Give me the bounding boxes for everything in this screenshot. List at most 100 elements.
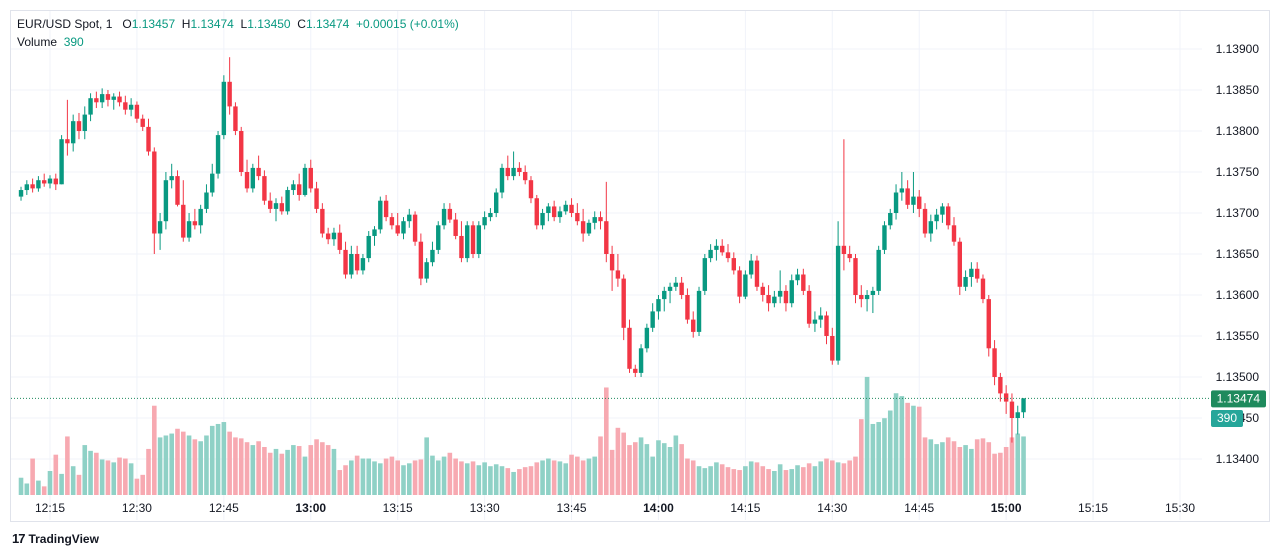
candle-body xyxy=(806,290,812,324)
candle-body xyxy=(882,225,887,250)
candle-body xyxy=(893,192,899,213)
volume-bar xyxy=(546,458,551,495)
candle-body xyxy=(969,268,974,277)
volume-bar xyxy=(123,458,128,495)
candle-body xyxy=(702,258,708,291)
volume-bar xyxy=(725,467,731,495)
time-tick-label: 13:00 xyxy=(295,501,326,515)
candle-body xyxy=(963,276,968,287)
volume-bar xyxy=(690,460,696,495)
candle-body xyxy=(152,151,157,234)
volume-bar xyxy=(858,419,864,495)
volume-bar xyxy=(667,447,673,495)
volume-bar xyxy=(24,483,30,495)
volume-bar xyxy=(291,445,296,495)
candle-body xyxy=(360,258,366,271)
volume-bar xyxy=(789,469,795,495)
volume-bar xyxy=(980,438,986,495)
candle-body xyxy=(47,178,53,184)
volume-bar xyxy=(349,460,354,495)
volume-bar xyxy=(569,454,574,495)
volume-bar xyxy=(250,445,256,495)
candle-body xyxy=(812,319,818,324)
volume-bar xyxy=(801,467,806,495)
candle-body xyxy=(754,260,760,287)
volume-bar xyxy=(609,449,615,495)
volume-bar xyxy=(615,427,621,495)
low-label: L xyxy=(240,17,248,31)
candle-body xyxy=(18,190,24,197)
candle-body xyxy=(1021,398,1026,413)
volume-bar xyxy=(418,459,424,495)
tradingview-brand[interactable]: 17 TradingView xyxy=(12,531,99,546)
candle-body xyxy=(430,249,435,263)
candle-body xyxy=(186,221,192,238)
candle-body xyxy=(53,178,58,185)
volume-bar xyxy=(876,422,881,495)
volume-bar xyxy=(117,457,122,495)
volume-bar xyxy=(754,462,760,495)
volume-bar xyxy=(887,410,893,495)
volume-bar xyxy=(708,466,713,495)
candle-body xyxy=(279,203,284,212)
candle-body xyxy=(888,213,893,226)
candle-body xyxy=(366,235,371,259)
volume-bar xyxy=(540,460,545,495)
volume-bar xyxy=(82,445,88,495)
chart-frame[interactable] xyxy=(10,10,1270,522)
ohlc-legend: EUR/USD Spot, 1 O1.13457 H1.13474 L1.134… xyxy=(17,17,459,31)
candle-body xyxy=(204,192,209,209)
volume-bar xyxy=(824,458,829,495)
volume-bar xyxy=(812,466,818,495)
volume-bar xyxy=(41,486,47,495)
time-tick-label: 12:15 xyxy=(35,501,65,515)
volume-bar xyxy=(140,474,146,495)
candle-body xyxy=(401,221,406,234)
volume-bar xyxy=(818,461,824,495)
candle-body xyxy=(899,188,905,193)
candle-body xyxy=(511,167,516,177)
volume-bar xyxy=(916,406,922,495)
candle-body xyxy=(24,184,30,191)
volume-bar xyxy=(922,437,928,495)
volume-bar xyxy=(134,478,140,495)
volume-bar xyxy=(841,463,847,495)
candle-body xyxy=(262,176,267,201)
volume-bar xyxy=(273,448,279,495)
volume-bar xyxy=(169,433,174,495)
volume-bar xyxy=(1003,447,1009,495)
price-tick-label: 1.13900 xyxy=(1216,42,1260,56)
high-value: 1.13474 xyxy=(190,17,234,31)
volume-bar xyxy=(99,459,105,495)
candle-body xyxy=(546,206,551,213)
volume-bar xyxy=(945,437,951,495)
volume-bar xyxy=(476,465,482,495)
price-tick-label: 1.13750 xyxy=(1216,165,1260,179)
candle-body xyxy=(181,204,186,238)
candle-body xyxy=(407,214,412,222)
volume-bar xyxy=(192,439,198,495)
volume-bar xyxy=(621,432,626,495)
volume-bar xyxy=(435,460,441,495)
candle-body xyxy=(94,98,99,103)
volume-bar xyxy=(372,461,377,495)
candle-body xyxy=(638,348,644,373)
time-tick-label: 15:00 xyxy=(991,501,1022,515)
candle-body xyxy=(575,213,580,222)
volume-bar xyxy=(186,435,192,495)
candle-body xyxy=(389,217,395,226)
candle-body xyxy=(876,249,881,291)
candle-body xyxy=(436,225,441,250)
volume-bar xyxy=(661,443,667,495)
candle-body xyxy=(783,290,789,304)
volume-bar xyxy=(598,436,603,495)
candle-body xyxy=(609,254,615,271)
time-tick-label: 14:45 xyxy=(904,501,934,515)
volume-bar xyxy=(76,474,82,495)
candle-body xyxy=(522,172,528,181)
candle-body xyxy=(743,274,748,297)
volume-bar xyxy=(470,461,476,495)
volume-bar xyxy=(279,453,285,495)
volume-bar xyxy=(163,435,169,495)
